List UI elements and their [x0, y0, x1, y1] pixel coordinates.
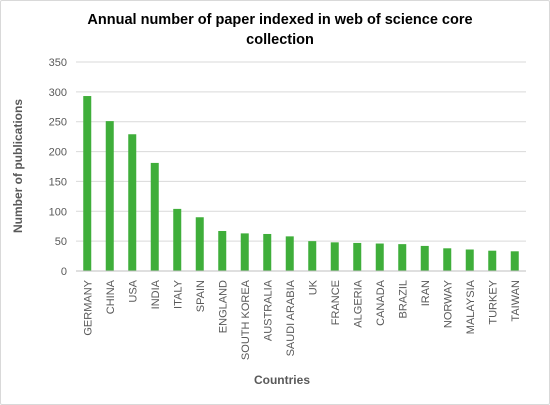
- x-tick-label: BRAZIL: [397, 280, 409, 319]
- y-axis-ticks: 0 50 100 150 200 250 300 350: [49, 57, 67, 278]
- x-tick-label: SOUTH KOREA: [240, 279, 252, 360]
- x-tick-label: TURKEY: [487, 279, 499, 324]
- x-tick-label: TAIWAN: [510, 280, 522, 322]
- gridlines: [76, 61, 526, 242]
- x-axis-title: Countries: [254, 373, 310, 387]
- y-tick-label: 0: [61, 266, 67, 278]
- y-tick-label: 100: [49, 206, 67, 218]
- bar-italy: [173, 208, 182, 271]
- x-tick-label: FRANCE: [330, 280, 342, 325]
- bar-norway: [443, 248, 452, 271]
- y-tick-label: 200: [49, 147, 67, 159]
- x-tick-label: UK: [307, 279, 319, 295]
- x-tick-label: NORWAY: [442, 279, 454, 328]
- bar-usa: [128, 134, 137, 271]
- y-tick-label: 50: [55, 236, 67, 248]
- bar-india: [150, 162, 159, 271]
- bar-algeria: [353, 242, 362, 271]
- bar-france: [330, 242, 339, 271]
- x-tick-label: CANADA: [375, 279, 387, 326]
- bar-china: [105, 121, 114, 271]
- y-axis-title: Number of publications: [11, 99, 25, 233]
- bar-south-korea: [240, 233, 249, 271]
- bar-malaysia: [465, 249, 474, 271]
- bar-england: [218, 230, 227, 271]
- x-tick-label: ITALY: [172, 279, 184, 309]
- bar-spain: [195, 217, 204, 271]
- y-tick-label: 350: [49, 57, 67, 69]
- bar-germany: [83, 96, 92, 271]
- x-tick-label: MALAYSIA: [465, 279, 477, 334]
- x-axis-ticks: GERMANY CHINA USA INDIA ITALY SPAIN ENGLAND SOU…: [82, 279, 522, 360]
- bar-saudi-arabia: [285, 236, 294, 271]
- x-tick-label: SAUDI ARABIA: [285, 279, 297, 356]
- y-tick-label: 300: [49, 87, 67, 99]
- bars: [83, 96, 519, 271]
- bar-canada: [375, 243, 384, 271]
- chart-title: Annual number of paper indexed in web of…: [87, 12, 473, 48]
- bar-australia: [263, 233, 272, 271]
- bar-brazil: [398, 244, 407, 271]
- bar-iran: [420, 245, 429, 271]
- x-tick-label: AUSTRALIA: [262, 279, 274, 341]
- x-tick-label: SPAIN: [195, 280, 207, 312]
- y-tick-label: 250: [49, 117, 67, 129]
- x-tick-label: ENGLAND: [217, 280, 229, 333]
- bar-turkey: [488, 250, 497, 271]
- bar-taiwan: [510, 251, 519, 271]
- x-tick-label: USA: [127, 279, 139, 302]
- bar-uk: [308, 241, 317, 271]
- x-tick-label: INDIA: [150, 279, 162, 309]
- y-tick-label: 150: [49, 176, 67, 188]
- x-tick-label: CHINA: [105, 279, 117, 314]
- x-tick-label: ALGERIA: [352, 279, 364, 327]
- x-tick-label: GERMANY: [82, 279, 94, 335]
- x-tick-label: IRAN: [420, 280, 432, 306]
